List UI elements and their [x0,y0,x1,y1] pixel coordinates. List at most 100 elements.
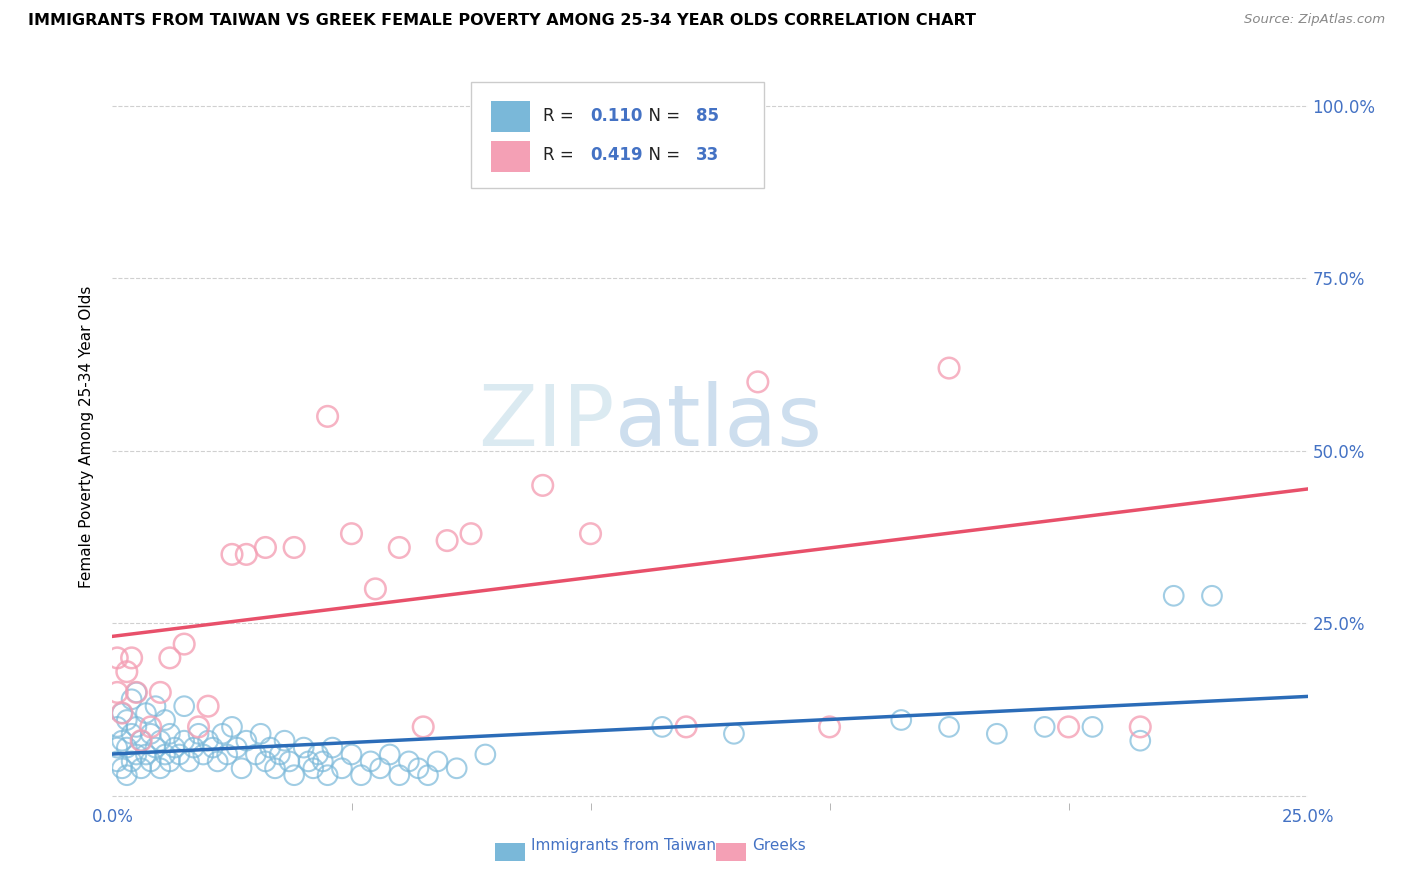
Point [426,755,449,769]
Point [231,761,253,775]
Point [264,761,287,775]
Point [201,740,224,755]
Point [368,761,391,775]
Point [105,720,128,734]
Point [531,478,554,492]
Text: N =: N = [638,107,686,125]
Point [330,761,353,775]
Point [302,761,325,775]
Point [105,740,128,755]
Y-axis label: Female Poverty Among 25-34 Year Olds: Female Poverty Among 25-34 Year Olds [79,286,94,588]
Point [627,99,650,113]
Text: atlas: atlas [614,381,823,464]
Point [111,706,134,720]
Point [307,747,329,762]
Text: N =: N = [638,146,686,164]
Point [292,740,315,755]
Point [139,727,162,741]
Point [235,548,257,562]
Point [197,699,219,714]
Point [149,685,172,699]
Point [1033,720,1056,734]
Point [135,706,157,720]
Point [416,768,439,782]
Point [675,720,697,734]
Point [651,720,673,734]
Point [115,665,138,679]
Point [235,733,257,747]
Point [125,720,148,734]
Point [125,685,148,699]
Point [340,747,363,762]
Text: 0.110: 0.110 [591,107,643,125]
Point [139,755,162,769]
Point [145,699,167,714]
Text: IMMIGRANTS FROM TAIWAN VS GREEK FEMALE POVERTY AMONG 25-34 YEAR OLDS CORRELATION: IMMIGRANTS FROM TAIWAN VS GREEK FEMALE P… [28,13,976,29]
Text: 33: 33 [696,146,718,164]
FancyBboxPatch shape [491,141,530,171]
Point [139,720,162,734]
Text: ZIP: ZIP [478,381,614,464]
Point [111,706,134,720]
Point [938,361,960,376]
Point [340,526,363,541]
Point [149,761,172,775]
Point [297,755,319,769]
Point [1201,589,1223,603]
Point [221,720,243,734]
Point [115,740,138,755]
Point [111,733,134,747]
Point [245,747,267,762]
Point [169,747,191,762]
Point [163,740,186,755]
Point [364,582,387,596]
FancyBboxPatch shape [491,102,530,132]
Point [153,747,176,762]
Point [278,755,301,769]
Point [1163,589,1185,603]
Point [135,747,157,762]
Point [269,747,291,762]
Point [221,548,243,562]
Point [254,755,277,769]
Point [723,727,745,741]
Point [225,740,247,755]
Point [187,720,209,734]
Point [197,733,219,747]
Text: Source: ZipAtlas.com: Source: ZipAtlas.com [1244,13,1385,27]
Point [173,699,195,714]
Point [105,651,128,665]
Point [986,727,1008,741]
Text: R =: R = [543,146,579,164]
FancyBboxPatch shape [716,843,747,862]
Point [350,768,373,782]
Point [378,747,401,762]
Point [321,740,343,755]
Text: Immigrants from Taiwan: Immigrants from Taiwan [531,838,716,853]
Point [412,720,434,734]
Point [153,713,176,727]
Point [436,533,458,548]
Point [408,761,430,775]
Point [938,720,960,734]
Point [747,375,769,389]
Point [217,747,239,762]
Point [1129,720,1152,734]
Point [579,526,602,541]
Point [129,733,152,747]
Point [460,526,482,541]
Point [183,740,205,755]
Point [125,747,148,762]
Point [249,727,271,741]
Point [360,755,382,769]
Text: 85: 85 [696,107,718,125]
Point [159,651,181,665]
Point [211,727,233,741]
Text: R =: R = [543,107,579,125]
Point [145,740,167,755]
Point [129,761,152,775]
Point [121,692,143,706]
Point [283,768,305,782]
Point [121,727,143,741]
Point [1057,720,1080,734]
